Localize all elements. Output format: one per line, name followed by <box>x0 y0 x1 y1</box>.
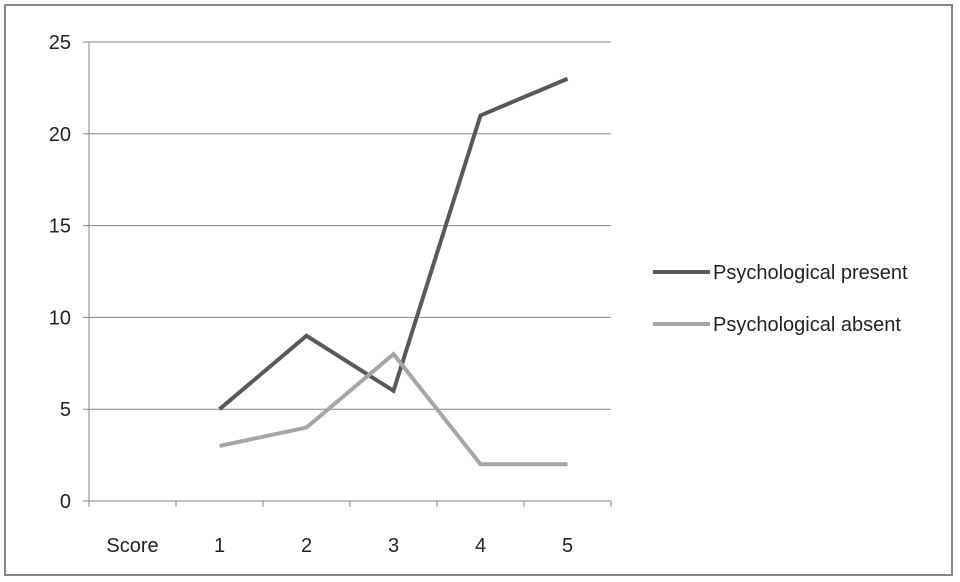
x-tick-label: 4 <box>475 535 486 557</box>
series-lines <box>218 76 569 467</box>
series-line-present <box>218 76 569 411</box>
legend-label: Psychological present <box>713 262 908 284</box>
gridlines <box>89 41 611 410</box>
x-tick-label: 2 <box>301 535 312 557</box>
x-tick-label: Score <box>106 535 158 557</box>
x-tick-labels: Score 1 2 3 4 5 <box>106 535 573 557</box>
axes <box>83 41 612 507</box>
legend-label: Psychological absent <box>713 314 901 336</box>
x-tick-label: 3 <box>388 535 399 557</box>
legend: Psychological present Psychological absen… <box>653 262 908 336</box>
x-tick-label: 5 <box>562 535 573 557</box>
x-tick-label: 1 <box>214 535 225 557</box>
y-tick-label: 15 <box>49 216 71 238</box>
y-tick-label: 5 <box>60 399 71 421</box>
y-tick-label: 0 <box>60 491 71 513</box>
y-tick-label: 25 <box>49 32 71 54</box>
y-tick-label: 10 <box>49 307 71 329</box>
line-chart: 0 5 10 15 20 25 Score 1 2 3 4 5 Psychological pres… <box>49 32 908 557</box>
chart-frame: 0 5 10 15 20 25 Score 1 2 3 4 5 Psychological pres… <box>4 4 953 576</box>
y-tick-labels: 0 5 10 15 20 25 <box>49 32 71 513</box>
y-tick-label: 20 <box>49 124 71 146</box>
